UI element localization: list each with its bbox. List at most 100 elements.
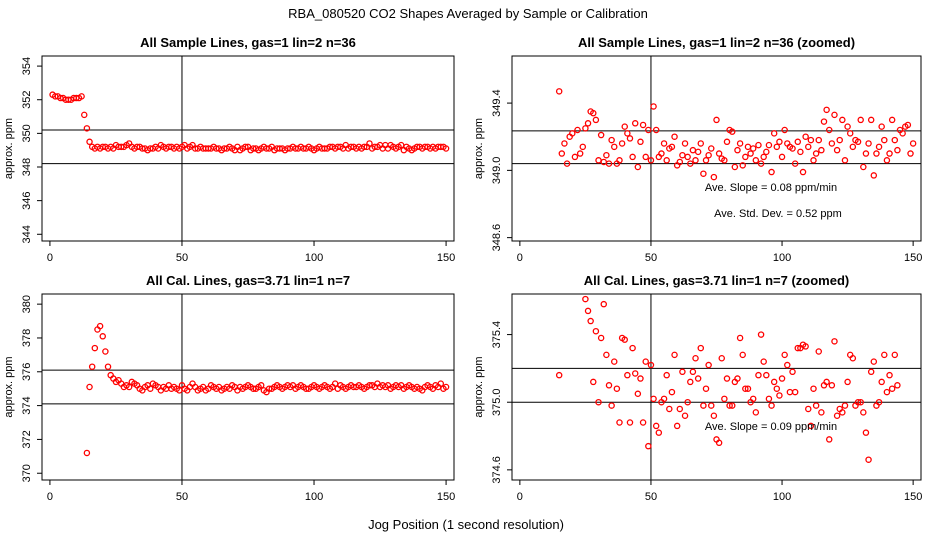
panel-title: All Cal. Lines, gas=3.71 lin=1 n=7	[146, 273, 350, 288]
data-point	[891, 351, 899, 359]
data-point	[697, 140, 705, 147]
data-point	[888, 385, 896, 392]
data-point	[684, 398, 691, 406]
data-point	[881, 351, 888, 359]
data-point	[442, 145, 450, 152]
data-point	[715, 150, 723, 157]
data-point	[865, 140, 872, 147]
data-point	[773, 143, 781, 151]
data-point	[857, 398, 864, 406]
data-point	[694, 375, 702, 382]
data-point	[710, 173, 718, 181]
data-point	[736, 140, 744, 147]
data-point	[763, 371, 770, 379]
data-point	[83, 125, 91, 132]
data-point	[807, 136, 815, 144]
data-point	[904, 121, 912, 129]
data-point	[584, 307, 592, 315]
data-point	[666, 405, 673, 413]
data-point	[797, 148, 804, 156]
data-point	[789, 145, 796, 152]
data-point	[784, 361, 791, 369]
data-point	[781, 126, 788, 134]
y-axis-label: approx. ppm	[3, 118, 15, 179]
data-point	[624, 130, 631, 137]
panel-2: All Sample Lines, gas=1 lin=2 n=36 (zoom…	[473, 35, 922, 264]
panel-1: All Sample Lines, gas=1 lin=2 n=36 0 50 100…	[3, 35, 455, 264]
data-point	[608, 136, 615, 144]
data-point	[886, 150, 893, 157]
data-point	[749, 395, 757, 403]
plot-frame	[41, 55, 455, 242]
data-point	[731, 163, 739, 171]
data-point	[618, 140, 626, 147]
data-point	[768, 168, 775, 176]
x-tick-label: 50	[645, 252, 657, 264]
data-point	[91, 344, 99, 352]
data-point	[705, 361, 712, 369]
data-point	[692, 355, 699, 362]
data-point	[624, 371, 631, 379]
data-point	[805, 405, 812, 413]
data-point	[592, 327, 600, 335]
panel-4: All Cal. Lines, gas=3.71 lin=1 n=7 (zoom…	[473, 273, 922, 503]
panel-3: All Cal. Lines, gas=3.71 lin=1 n=7 0 50 100…	[3, 273, 455, 503]
data-point	[728, 402, 736, 409]
data-point	[844, 378, 851, 386]
data-point	[663, 157, 670, 164]
data-point	[655, 429, 663, 436]
data-point	[757, 160, 765, 167]
data-point	[83, 449, 91, 457]
x-tick-label: 0	[517, 252, 523, 264]
data-point	[663, 371, 670, 379]
data-point	[694, 148, 702, 156]
data-point	[689, 146, 697, 154]
data-point	[555, 371, 563, 379]
data-point	[810, 157, 817, 164]
annotation: Ave. Slope = 0.09 ppm/min	[705, 421, 837, 433]
data-point	[708, 145, 715, 152]
data-point	[839, 116, 846, 124]
data-point	[891, 136, 899, 144]
data-point	[147, 385, 154, 392]
data-point	[681, 412, 689, 419]
data-point	[818, 146, 825, 154]
data-point	[894, 146, 901, 154]
data-point	[645, 442, 652, 450]
data-point	[125, 383, 133, 391]
data-point	[789, 368, 796, 376]
data-point	[791, 388, 799, 396]
y-tick-label: 346	[21, 191, 33, 209]
data-point	[860, 409, 867, 416]
data-point	[603, 351, 610, 359]
data-point	[582, 125, 589, 132]
data-point	[561, 140, 568, 147]
data-point	[637, 375, 644, 382]
data-point	[626, 135, 634, 142]
plot-frame	[511, 55, 922, 242]
annotation: Ave. Slope = 0.08 ppm/min	[705, 182, 837, 194]
data-point	[668, 143, 676, 151]
data-point	[849, 143, 857, 151]
data-point	[862, 429, 870, 436]
data-point	[634, 390, 642, 398]
data-point	[849, 355, 857, 362]
x-tick-label: 0	[47, 252, 53, 264]
data-point	[742, 153, 749, 161]
panel-title: All Sample Lines, gas=1 lin=2 n=36 (zoom…	[578, 35, 855, 50]
data-point	[768, 402, 775, 409]
data-point	[765, 395, 773, 403]
data-point	[878, 123, 885, 130]
data-point	[841, 157, 849, 164]
data-point	[828, 140, 836, 147]
y-tick-label: 378	[21, 329, 33, 347]
data-point	[770, 378, 778, 386]
data-point	[825, 126, 833, 134]
data-point	[679, 151, 686, 159]
data-point	[676, 405, 684, 413]
x-tick-label: 0	[47, 491, 53, 503]
data-point	[650, 103, 657, 110]
data-point	[597, 334, 605, 342]
data-point	[728, 128, 736, 135]
data-point	[747, 150, 754, 157]
